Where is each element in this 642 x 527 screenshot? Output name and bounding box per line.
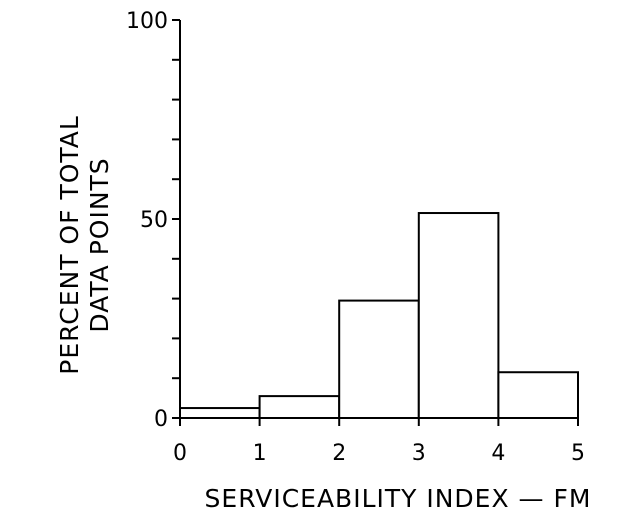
y-ticks-group: 0 50 100	[126, 9, 180, 432]
x-tick-label: 3	[412, 441, 426, 466]
y-axis-title-line2: DATA POINTS	[85, 157, 114, 332]
x-axis-title: SERVICEABILITY INDEX — FM	[205, 484, 592, 513]
y-tick-label: 0	[154, 407, 168, 432]
histogram-bar-0	[180, 408, 260, 418]
x-tick-label: 5	[571, 441, 585, 466]
y-axis-title-line1: PERCENT OF TOTAL	[55, 115, 84, 374]
y-tick-label: 50	[140, 208, 168, 233]
x-tick-label: 2	[332, 441, 346, 466]
x-ticks-group: 0 1 2 3 4 5	[173, 418, 585, 466]
histogram-bar-1	[260, 396, 340, 418]
x-tick-label: 1	[253, 441, 267, 466]
histogram-bar-3	[419, 213, 499, 418]
x-tick-label: 0	[173, 441, 187, 466]
bars-group	[180, 213, 578, 418]
histogram-bar-4	[498, 372, 578, 418]
y-tick-label: 100	[126, 9, 168, 34]
histogram-bar-2	[339, 301, 419, 418]
x-tick-label: 4	[491, 441, 505, 466]
